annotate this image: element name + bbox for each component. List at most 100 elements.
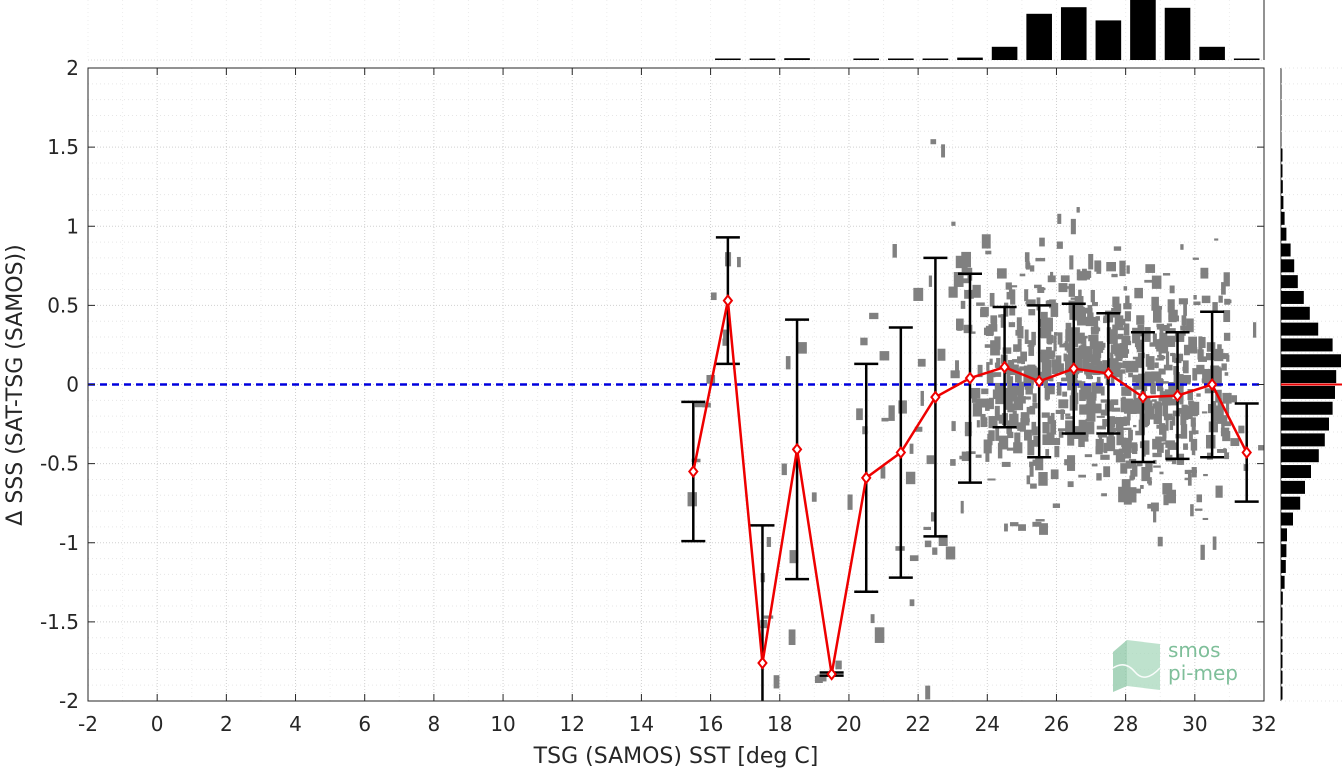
x-axis-ticks: -2 0 2 4 6 8 10 12 14 16 18 20 22 24 26 28 30 32 — [78, 68, 1277, 736]
x-tick-label: 6 — [358, 712, 371, 736]
mean-marker — [791, 442, 803, 456]
scatter-point — [1024, 289, 1029, 302]
scatter-point — [1012, 359, 1018, 363]
scatter-point — [1096, 473, 1102, 481]
scatter-point — [1178, 407, 1186, 414]
scatter-point — [975, 398, 983, 406]
scatter-point — [1151, 296, 1159, 311]
scatter-point — [1204, 388, 1211, 394]
scatter-point — [1027, 367, 1032, 371]
scatter-point — [1091, 463, 1098, 467]
scatter-point — [1157, 354, 1164, 358]
x-axis-title: TSG (SAMOS) SST [deg C] — [533, 744, 819, 769]
scatter-point — [1075, 332, 1085, 344]
scatter-point — [1165, 449, 1170, 460]
scatter-point — [1016, 317, 1022, 333]
scatter-point — [1172, 416, 1176, 426]
right-histogram-bar — [1281, 623, 1283, 637]
right-histogram-bar — [1281, 401, 1333, 415]
scatter-point — [1212, 367, 1222, 384]
right-histogram-bar — [1281, 275, 1298, 289]
scatter-point — [1058, 431, 1064, 438]
scatter-point — [1041, 372, 1052, 380]
scatter-point — [1013, 344, 1020, 352]
scatter-point — [1155, 379, 1164, 385]
scatter-point — [1230, 438, 1240, 447]
top-histogram-bar — [922, 58, 949, 60]
scatter-point — [997, 442, 1003, 459]
scatter-point — [1175, 315, 1180, 322]
scatter-point — [1050, 420, 1057, 435]
scatter-point — [722, 338, 728, 346]
scatter-point — [1172, 353, 1176, 363]
scatter-point — [1220, 427, 1230, 437]
scatter-point — [1153, 465, 1161, 468]
scatter-point — [986, 362, 990, 371]
scatter-point — [1029, 405, 1036, 415]
scatter-point — [1103, 442, 1108, 454]
scatter-point — [1017, 384, 1024, 400]
scatter-point — [1009, 413, 1019, 427]
scatter-point — [1111, 273, 1118, 278]
scatter-point — [1049, 375, 1054, 382]
scatter-point — [1020, 418, 1026, 431]
scatter-point — [961, 251, 972, 268]
scatter-point — [1028, 309, 1036, 316]
scatter-point — [1190, 417, 1196, 427]
scatter-point — [1111, 377, 1115, 385]
scatter-point — [1035, 456, 1044, 471]
scatter-point — [1044, 317, 1053, 332]
scatter-point — [923, 526, 932, 530]
scatter-point — [920, 390, 924, 406]
scatter-point — [1115, 453, 1126, 463]
scatter-point — [1215, 485, 1223, 498]
scatter-point — [1150, 502, 1159, 512]
scatter-point — [1201, 295, 1211, 304]
scatter-point — [1166, 489, 1176, 504]
scatter-point — [1092, 345, 1098, 355]
mean-marker — [895, 445, 907, 460]
scatter-point — [1158, 368, 1166, 375]
scatter-point — [1057, 332, 1063, 345]
scatter-point — [1167, 299, 1175, 313]
logo-wave — [1112, 664, 1161, 678]
scatter-point — [1035, 519, 1045, 522]
scatter-point — [1100, 454, 1110, 460]
scatter-point — [1123, 398, 1134, 414]
scatter-point — [1118, 486, 1128, 503]
scatter-point — [1027, 439, 1035, 456]
scatter-point — [1100, 409, 1108, 416]
top-histogram-bar — [1095, 20, 1122, 60]
scatter-point — [1008, 322, 1016, 328]
x-tick-label: 8 — [428, 712, 441, 736]
mean-marker — [930, 390, 941, 404]
scatter-point — [1032, 426, 1038, 436]
scatter-point — [1159, 471, 1164, 475]
scatter-point — [1217, 398, 1222, 412]
top-histogram-bar — [888, 58, 914, 60]
scatter-point — [1217, 366, 1221, 371]
scatter-point — [1093, 367, 1100, 371]
scatter-point — [1002, 347, 1012, 354]
scatter-point — [928, 275, 933, 287]
scatter-point — [1073, 359, 1083, 373]
scatter-point — [950, 370, 960, 379]
scatter-point — [1127, 487, 1137, 503]
scatter-point — [1165, 351, 1170, 367]
scatter-point — [975, 454, 982, 458]
scatter-point — [1156, 325, 1165, 330]
scatter-point — [1057, 213, 1062, 224]
scatter-point — [1221, 353, 1226, 359]
scatter-point — [1179, 374, 1184, 388]
scatter-point — [1115, 351, 1123, 362]
scatter-point — [1163, 364, 1173, 371]
scatter-point — [1141, 373, 1149, 384]
scatter-point — [1121, 335, 1131, 344]
scatter-point — [1121, 479, 1131, 493]
scatter-point — [898, 400, 907, 414]
scatter-point — [1124, 311, 1131, 322]
scatter-point — [1123, 286, 1128, 291]
scatter-point — [1054, 445, 1060, 458]
scatter-point — [1172, 457, 1177, 465]
scatter-point — [723, 329, 728, 341]
